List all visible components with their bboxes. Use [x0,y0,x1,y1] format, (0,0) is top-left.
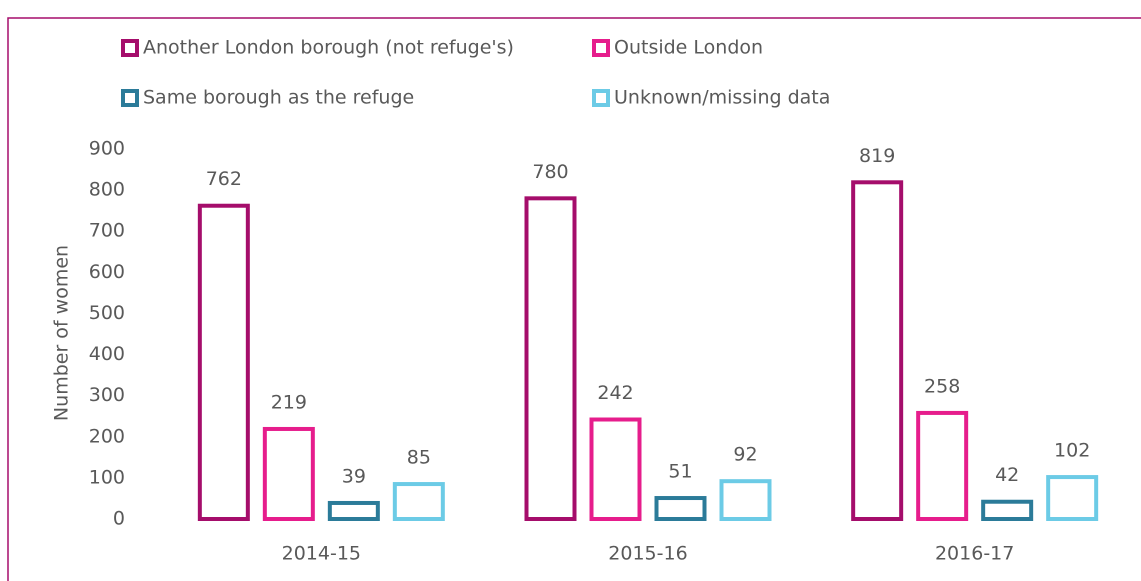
y-tick-label: 400 [89,343,125,365]
legend-swatch [121,39,139,57]
data-label: 219 [271,391,307,413]
x-tick-label: 2016-17 [935,543,1014,565]
legend-label: Outside London [614,37,763,59]
y-tick-label: 700 [89,220,125,242]
y-tick-label: 800 [89,179,125,201]
bar [851,180,904,522]
legend-swatch [121,89,139,107]
legend-label: Same borough as the refuge [143,87,414,109]
data-label: 242 [597,382,633,404]
y-tick-label: 300 [89,384,125,406]
y-tick-label: 500 [89,302,125,324]
legend-swatch [592,39,610,57]
bar [524,196,577,521]
data-label: 51 [668,461,692,483]
legend-swatch [592,89,610,107]
legend-label: Unknown/missing data [614,87,830,109]
data-label: 780 [532,161,568,183]
y-tick-label: 600 [89,261,125,283]
data-label: 762 [206,168,242,190]
x-tick-label: 2014-15 [282,543,361,565]
bar [327,500,380,522]
y-tick-label: 900 [89,138,125,160]
data-label: 258 [924,375,960,397]
data-label: 39 [342,465,366,487]
x-tick-label: 2015-16 [608,543,687,565]
y-tick-label: 200 [89,425,125,447]
bar [654,496,707,521]
y-tick-label: 0 [113,508,125,530]
bar [262,426,315,522]
data-label: 819 [859,145,895,167]
chart-frame [7,17,1141,581]
bar [719,479,772,521]
bar [197,203,250,521]
bar [1046,475,1099,522]
data-label: 42 [995,464,1019,486]
data-label: 102 [1054,440,1090,462]
y-axis-label: Number of women [51,245,73,421]
legend-label: Another London borough (not refuge's) [143,37,514,59]
bar [981,499,1034,522]
bar [589,417,642,521]
bar [916,410,969,521]
y-tick-label: 100 [89,466,125,488]
data-label: 92 [733,444,757,466]
data-label: 85 [407,447,431,469]
bar [392,482,445,521]
